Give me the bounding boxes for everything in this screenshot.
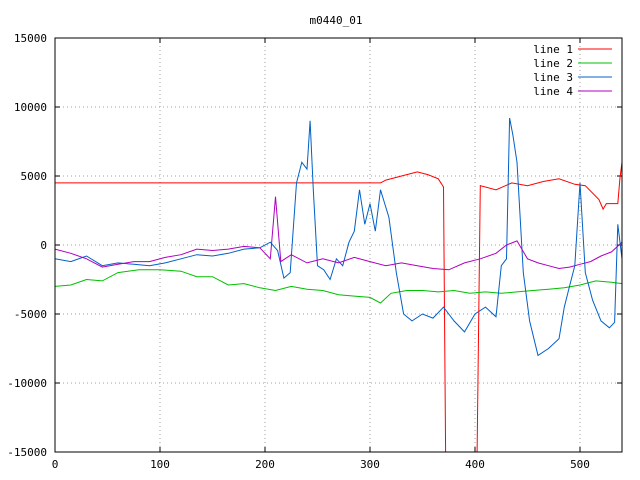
x-tick-label: 300 <box>360 458 380 471</box>
legend-label-4: line 4 <box>533 85 573 98</box>
legend-label-3: line 3 <box>533 71 573 84</box>
legend-label-2: line 2 <box>533 57 573 70</box>
x-axis-ticks: 0 100 200 300 400 500 <box>52 38 590 471</box>
series-line-4 <box>54 196 623 271</box>
grid <box>55 38 622 452</box>
y-axis-ticks: -15000 -10000 -5000 0 5000 10000 15000 <box>7 32 622 459</box>
x-tick-label: 0 <box>52 458 59 471</box>
x-tick-label: 100 <box>150 458 170 471</box>
x-tick-label: 500 <box>570 458 590 471</box>
y-tick-label: -5000 <box>14 308 47 321</box>
y-tick-label: 5000 <box>21 170 48 183</box>
legend-label-1: line 1 <box>533 43 573 56</box>
series-line-2 <box>54 269 623 304</box>
chart-title: m0440_01 <box>310 14 363 27</box>
y-tick-label: -10000 <box>7 377 47 390</box>
y-tick-label: 10000 <box>14 101 47 114</box>
y-tick-label: -15000 <box>7 446 47 459</box>
series-line-3 <box>54 117 623 357</box>
x-tick-label: 400 <box>465 458 485 471</box>
y-tick-label: 15000 <box>14 32 47 45</box>
x-tick-label: 200 <box>255 458 275 471</box>
series-group <box>54 117 623 453</box>
series-line-1 <box>55 162 623 453</box>
y-tick-label: 0 <box>40 239 47 252</box>
plot-frame <box>54 37 623 453</box>
